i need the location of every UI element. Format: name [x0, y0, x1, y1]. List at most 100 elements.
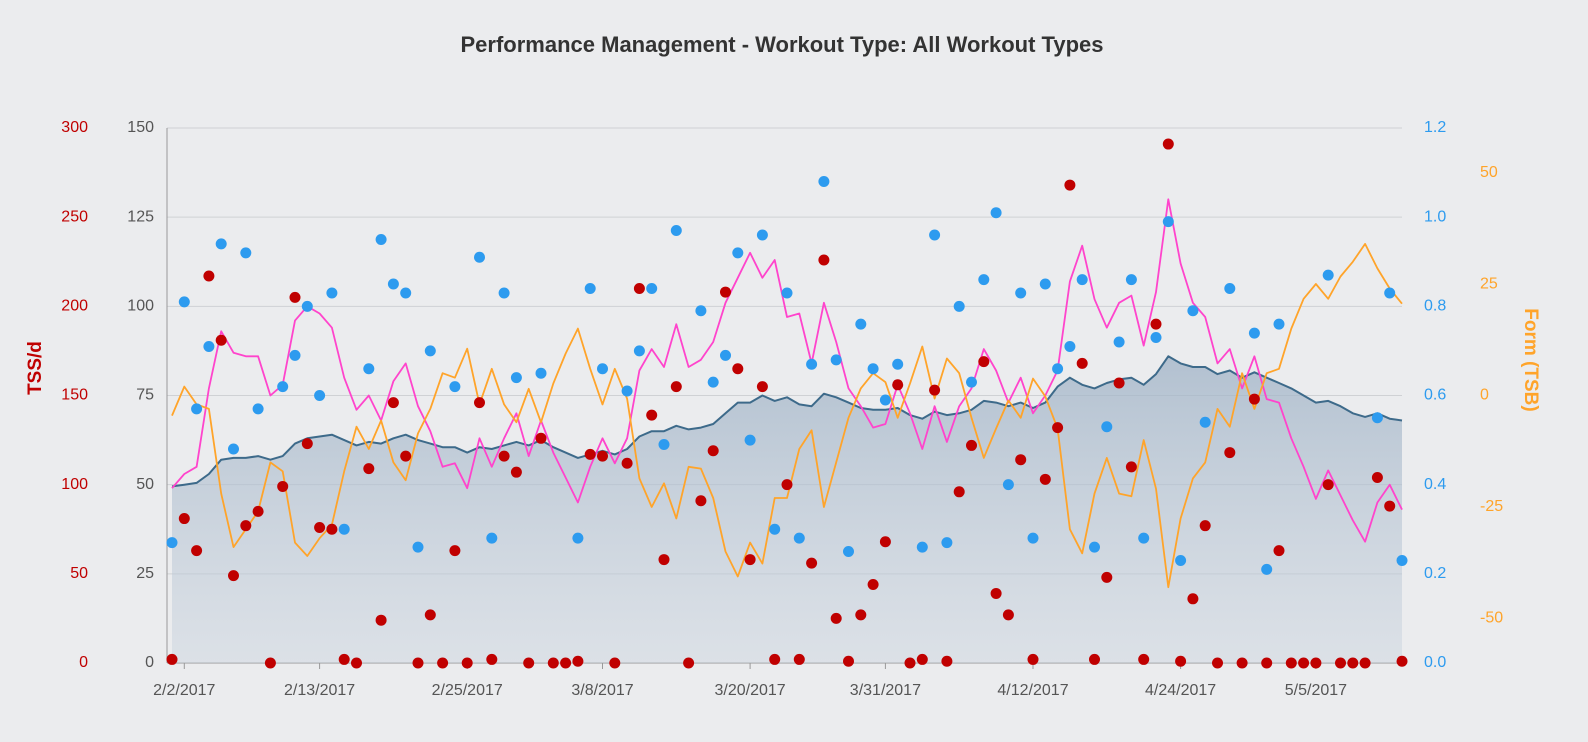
dot [412, 541, 424, 553]
dot [535, 367, 547, 379]
dot [449, 545, 461, 557]
dot [756, 229, 768, 241]
dot [904, 657, 916, 669]
dot [178, 513, 190, 525]
dot [166, 653, 178, 665]
y-if-tick-label: 1.2 [1424, 119, 1446, 136]
dot [916, 541, 928, 553]
dot [363, 463, 375, 475]
dot [1371, 472, 1383, 484]
dot [301, 438, 313, 450]
dot [240, 247, 252, 259]
y-if-tick-label: 0.2 [1424, 565, 1446, 582]
dot [584, 448, 596, 460]
dot [830, 612, 842, 624]
dot [818, 176, 830, 187]
dot [1322, 269, 1334, 281]
dot [1236, 657, 1248, 669]
dot [670, 381, 682, 393]
dot [1150, 332, 1162, 344]
line [171, 243, 1403, 589]
dot [1384, 500, 1396, 512]
dot [1310, 657, 1322, 669]
dot [215, 334, 227, 346]
y2-tick-label: -25 [1480, 498, 1503, 515]
dot [338, 523, 350, 535]
dot [486, 532, 498, 544]
dot [929, 229, 941, 241]
dot [351, 657, 362, 669]
dot [510, 372, 522, 384]
dot [720, 286, 731, 298]
y-tss-tick-label: 150 [61, 387, 88, 404]
dot [855, 318, 867, 330]
chart-title: Performance Management - Workout Type: A… [461, 32, 1104, 57]
dot [1175, 655, 1187, 667]
y-if-tick-label: 1.0 [1424, 208, 1446, 225]
dot [1138, 532, 1150, 544]
dot [1162, 138, 1174, 150]
dot [1273, 318, 1285, 330]
dot [658, 439, 670, 451]
y-tick-label: 25 [136, 565, 154, 582]
dot [1175, 554, 1187, 566]
dot [1335, 657, 1346, 669]
dot [1002, 609, 1014, 621]
dot [744, 434, 756, 446]
x-tick-label: 5/5/2017 [1285, 682, 1347, 699]
y2-tick-label: 50 [1480, 164, 1498, 181]
dot [264, 657, 276, 669]
dot [486, 653, 498, 665]
dot [560, 657, 572, 669]
dot [1039, 278, 1051, 290]
y2-tick-label: -50 [1480, 610, 1503, 627]
dot [1285, 657, 1297, 669]
dot [510, 466, 522, 478]
dot [498, 450, 510, 462]
y-tick-label: 150 [127, 119, 154, 136]
dot [326, 287, 338, 299]
dot [978, 274, 990, 286]
dot [572, 655, 584, 667]
y-tss-tick-label: 200 [61, 298, 88, 315]
dot [1076, 357, 1088, 369]
dot [240, 520, 252, 532]
dot [1322, 479, 1334, 491]
dot [806, 358, 818, 370]
dot [178, 296, 190, 308]
y-tss-axis-title: TSS/d [25, 341, 46, 395]
dot [252, 505, 264, 517]
dot [855, 609, 867, 621]
dot [424, 609, 436, 621]
dot [1101, 571, 1113, 583]
dot [695, 495, 707, 507]
y-if-tick-label: 0.4 [1424, 476, 1446, 493]
dot [474, 251, 485, 263]
dot [1150, 318, 1162, 330]
dot [1125, 274, 1137, 286]
dot [498, 287, 510, 299]
dot [781, 479, 793, 491]
dot [609, 657, 621, 669]
dot [1347, 657, 1359, 669]
dot [400, 287, 412, 299]
dot [228, 570, 239, 582]
dot [707, 376, 719, 388]
y-tss-tick-label: 0 [79, 654, 88, 671]
dot [547, 657, 559, 669]
dot [1384, 287, 1396, 299]
dot [695, 305, 707, 317]
y-tick-label: 100 [127, 298, 154, 315]
dot [166, 537, 178, 549]
dot [793, 653, 805, 665]
dot [978, 356, 990, 368]
dot [1064, 340, 1076, 352]
dot [1052, 363, 1064, 375]
dot [781, 287, 793, 299]
dot [806, 557, 818, 569]
dot [1187, 593, 1199, 605]
dot [314, 521, 326, 533]
dot [597, 363, 608, 375]
dot [1113, 336, 1125, 348]
